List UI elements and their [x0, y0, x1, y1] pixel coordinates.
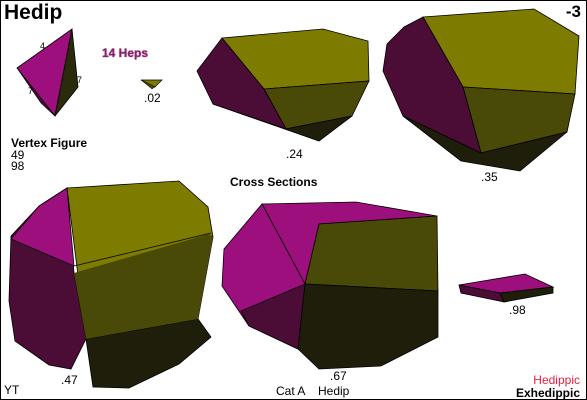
section-label: .98 [509, 303, 526, 317]
section-label: .47 [61, 373, 78, 387]
legend-hedippic: Hedippic [533, 373, 580, 387]
vertex-figure-value: 49 [11, 148, 25, 162]
section-shape-047 [8, 180, 214, 389]
section-shape-024 [196, 28, 370, 142]
heps-label: 14 Heps [102, 46, 149, 60]
section-shape-067 [221, 201, 439, 370]
polytope-name-footer: Hedip [318, 384, 350, 398]
vertex-figure-edge-label: 7 [28, 86, 34, 96]
polytope-code: -3 [565, 2, 581, 21]
section-label: .67 [330, 369, 347, 383]
section-shape-098 [458, 273, 555, 303]
section-shape-002 [140, 79, 163, 90]
section-label: .24 [286, 147, 303, 161]
vertex-figure-value: 98 [11, 159, 25, 173]
category-label: Cat A [276, 384, 306, 398]
author-initials: YT [4, 383, 20, 397]
section-label: .35 [481, 170, 498, 184]
cross-sections-heading: Cross Sections [230, 175, 318, 189]
vertex-figure-edge-label: 4 [40, 41, 46, 51]
vertex-figure-shape [16, 28, 79, 117]
section-label: .02 [144, 91, 161, 105]
legend-exhedippic: Exhedippic [515, 386, 580, 400]
page-title: Hedip [4, 1, 63, 24]
vertex-figure-heading: Vertex Figure [11, 136, 88, 150]
section-shape-035 [382, 8, 580, 172]
vertex-figure-edge-label: 7 [77, 75, 83, 85]
